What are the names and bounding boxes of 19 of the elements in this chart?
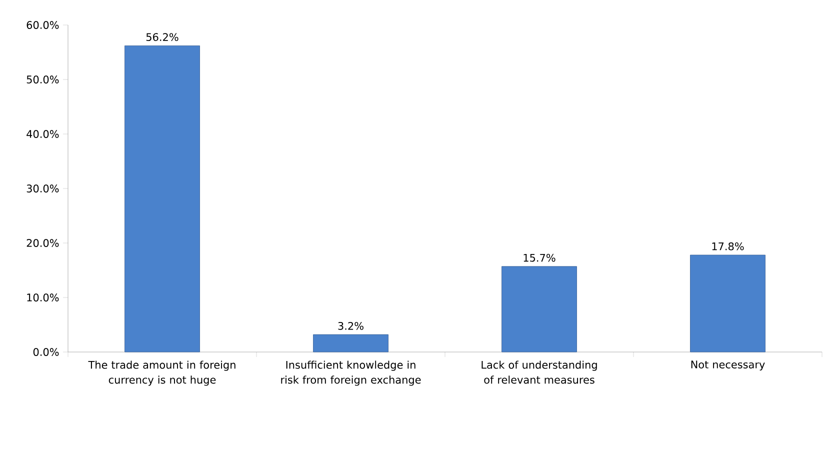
bar	[124, 46, 200, 352]
x-tick-label: The trade amount in foreign currency is not huge	[88, 360, 236, 386]
y-tick-label: 50.0%	[26, 76, 59, 84]
data-label: 17.8%	[712, 242, 744, 250]
y-tick-label: 30.0%	[26, 184, 59, 192]
y-tick-label: 10.0%	[27, 294, 59, 302]
x-tick-label: Insufficient knowledge in risk from foreign exchange	[281, 360, 421, 386]
y-tick-label: 0.0%	[33, 348, 59, 356]
x-tick-label: Lack of understanding of relevant measures	[482, 360, 597, 384]
bar	[502, 266, 577, 352]
bar	[313, 334, 388, 352]
y-tick-label: 60.0%	[26, 21, 59, 29]
y-tick-label: 40.0%	[26, 130, 59, 138]
data-label: 56.2%	[146, 33, 178, 42]
bar	[690, 254, 766, 352]
y-tick-label: 20.0%	[26, 239, 59, 247]
data-label: 15.7%	[524, 254, 556, 262]
data-label: 3.2%	[338, 322, 364, 330]
x-tick-label: Not necessary	[691, 360, 765, 370]
